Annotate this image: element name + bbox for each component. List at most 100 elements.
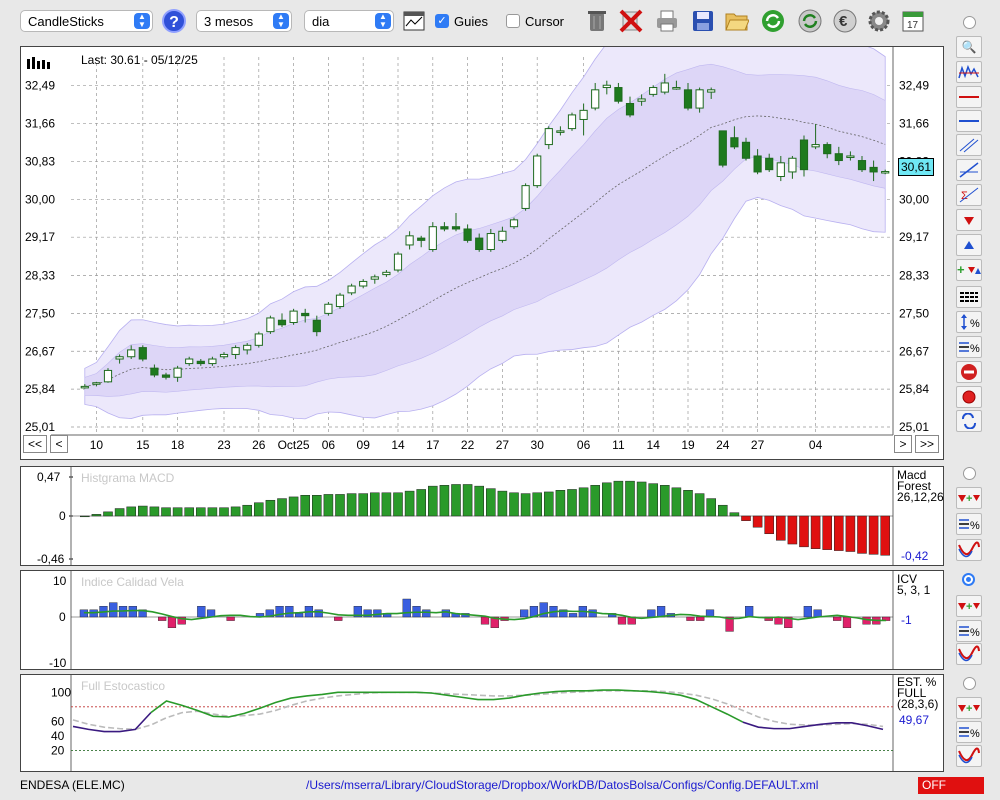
icv-bar xyxy=(647,609,656,618)
icv-bar xyxy=(480,616,490,625)
macd-chart[interactable]: 0,47 0 -0,46 xyxy=(21,467,943,565)
candle-body xyxy=(231,347,240,355)
y-tick-left: 25,84 xyxy=(25,382,55,396)
euro-icon[interactable]: € xyxy=(832,8,858,34)
macd-bar xyxy=(103,511,113,517)
y-tick-left: 27,50 xyxy=(25,306,55,320)
no-entry-icon[interactable] xyxy=(956,361,982,383)
chart-type-select[interactable]: CandleSticks ▲ ▼ xyxy=(20,10,153,32)
macd-bar xyxy=(428,485,438,517)
candle-body xyxy=(521,185,530,209)
icv-bar xyxy=(167,616,177,629)
icv-bar xyxy=(422,609,431,618)
x-tick-label: 27 xyxy=(751,438,765,452)
bars-icon xyxy=(27,55,53,72)
arrow-up-blue-icon[interactable] xyxy=(956,234,982,256)
macd-bar xyxy=(196,507,206,517)
interval-select[interactable]: dia ▲ ▼ xyxy=(304,10,394,32)
icv-bar xyxy=(265,609,274,618)
candle-body xyxy=(741,141,751,159)
prev-page-button[interactable]: < xyxy=(50,435,68,453)
macd-oscillator-icon[interactable] xyxy=(956,539,982,561)
arrow-down-red-icon[interactable] xyxy=(956,209,982,231)
stoch-y-tick: 60 xyxy=(51,714,65,728)
icv-signal-icon[interactable]: + xyxy=(956,595,982,617)
next-page-button[interactable]: > xyxy=(894,435,912,453)
macd-signal-icon[interactable]: + xyxy=(956,487,982,509)
stoch-radio[interactable] xyxy=(963,677,976,690)
cursor-checkbox[interactable] xyxy=(506,14,520,28)
svg-text:+: + xyxy=(966,703,972,715)
candle-body xyxy=(138,347,147,360)
candle-body xyxy=(370,276,379,280)
stoch-lines-percent-icon[interactable]: % xyxy=(956,721,982,743)
channel-tool-icon[interactable] xyxy=(956,134,982,156)
sigma-line-icon[interactable]: Σ xyxy=(956,184,982,206)
horizontal-blue-line-icon[interactable] xyxy=(956,110,982,132)
lines-percent-icon[interactable]: % xyxy=(956,336,982,358)
lines-list-icon[interactable] xyxy=(956,286,982,308)
chevron-updown-icon: ▲ ▼ xyxy=(134,13,150,29)
first-page-button[interactable]: << xyxy=(23,435,47,453)
macd-bar xyxy=(706,498,716,517)
macd-lines-percent-icon[interactable]: % xyxy=(956,513,982,535)
last-page-button[interactable]: >> xyxy=(915,435,939,453)
candle-body xyxy=(301,312,310,317)
print-icon[interactable] xyxy=(654,8,680,34)
main-radio[interactable] xyxy=(963,16,976,29)
trendline-tool-icon[interactable] xyxy=(956,159,982,181)
icv-bar xyxy=(490,616,499,629)
guides-checkbox[interactable]: ✓ xyxy=(435,14,449,28)
macd-bar xyxy=(439,485,450,517)
candle-body xyxy=(417,237,426,241)
delete-icon[interactable] xyxy=(618,8,644,34)
y-tick-right: 26,67 xyxy=(899,344,929,358)
save-icon[interactable] xyxy=(690,8,716,34)
macd-radio[interactable] xyxy=(963,467,976,480)
macd-bar xyxy=(671,487,682,517)
config-path-link[interactable]: /Users/mserra/Library/CloudStorage/Dropb… xyxy=(306,778,819,792)
grid-toggle-icon[interactable] xyxy=(401,8,427,34)
scale-percent-icon[interactable]: % xyxy=(956,311,982,333)
swap-icon[interactable] xyxy=(956,410,982,432)
icv-bar xyxy=(813,609,822,618)
macd-bar xyxy=(834,515,844,551)
y-tick-left: 30,00 xyxy=(25,192,55,206)
candle-body xyxy=(486,233,495,251)
macd-bar xyxy=(335,494,345,517)
calendar-icon[interactable]: 17 xyxy=(900,8,926,34)
horizontal-red-line-icon[interactable] xyxy=(956,86,982,108)
macd-bar xyxy=(497,490,508,517)
icv-params: 5, 3, 1 xyxy=(897,583,931,597)
candle-body xyxy=(208,358,217,365)
histogram-tool-icon[interactable] xyxy=(956,61,982,83)
record-icon[interactable] xyxy=(956,386,982,408)
macd-bar xyxy=(149,506,160,517)
icv-bar xyxy=(842,616,852,629)
icv-oscillator-icon[interactable] xyxy=(956,643,982,665)
candle-body xyxy=(649,87,658,95)
period-select[interactable]: 3 mesos ▲ ▼ xyxy=(196,10,292,32)
off-indicator[interactable]: OFF xyxy=(918,777,984,794)
stoch-oscillator-icon[interactable] xyxy=(956,745,982,767)
candle-body xyxy=(765,157,774,171)
open-folder-icon[interactable] xyxy=(724,8,750,34)
macd-bar xyxy=(370,492,380,517)
help-icon[interactable]: ? xyxy=(161,8,187,34)
stoch-signal-icon[interactable]: + xyxy=(956,697,982,719)
macd-bar xyxy=(694,493,705,517)
icv-lines-percent-icon[interactable]: % xyxy=(956,620,982,642)
macd-params: 26,12,26 xyxy=(897,490,944,504)
candle-body xyxy=(730,137,739,148)
refresh-icon[interactable] xyxy=(760,8,786,34)
add-signal-icon[interactable]: + xyxy=(956,259,982,281)
icv-radio[interactable] xyxy=(962,573,975,586)
gear-icon[interactable] xyxy=(866,8,892,34)
sync-icon[interactable] xyxy=(797,8,823,34)
macd-bar xyxy=(300,495,310,517)
trash-icon[interactable] xyxy=(584,8,610,34)
zoom-icon[interactable]: 🔍 xyxy=(956,36,982,58)
price-chart[interactable]: 32,4932,4931,6631,6630,8330,8330,0030,00… xyxy=(21,47,943,459)
icv-chart[interactable]: 10 0 -10 xyxy=(21,571,943,669)
